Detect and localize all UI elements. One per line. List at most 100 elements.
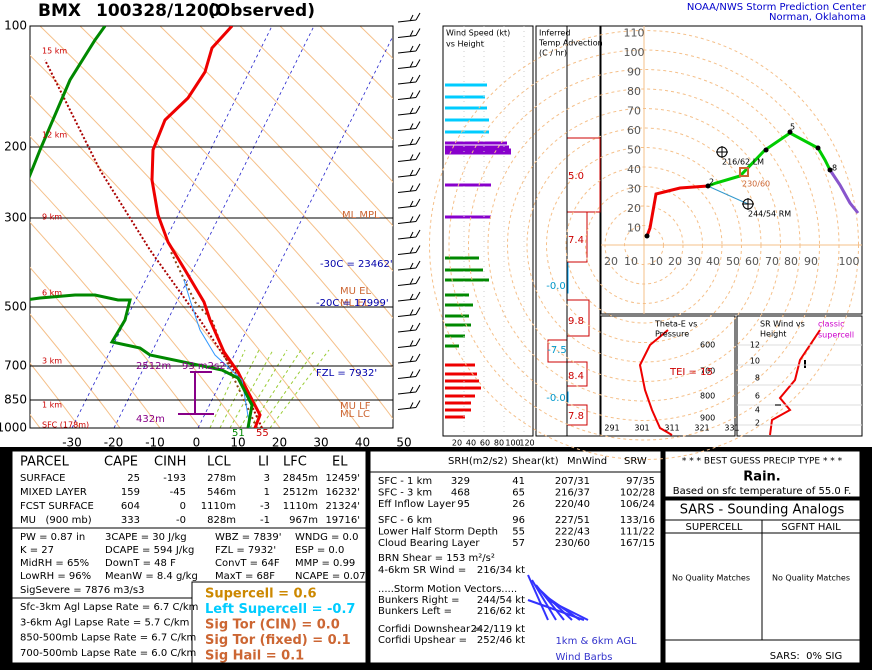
label: 100 [505,439,520,448]
label: .....Storm Motion Vectors..... [378,584,517,595]
kinematic-box [369,450,662,664]
label: Cloud Bearing Layer [378,538,480,549]
line [415,322,421,331]
line [415,384,421,393]
line [409,216,414,223]
label: 120 [519,439,534,448]
line [409,231,414,239]
hodo-point [787,129,793,135]
label: Height [760,330,786,339]
label: 96 [512,515,525,526]
label: LI [258,455,269,470]
label: 301 [634,424,649,433]
label: -3 [260,501,270,512]
label: -193 [163,473,186,484]
label: 60 [627,124,641,137]
label: 60 [745,255,759,268]
label: 321 [694,424,709,433]
line [415,214,421,222]
label: -30 [62,436,82,450]
hodo-point [815,145,821,151]
label: 26 [512,499,525,510]
line [397,221,417,224]
label: 700 [4,359,27,373]
line [409,30,414,37]
line [415,353,421,362]
line [409,355,414,363]
label: 5 [790,123,795,132]
label: MnWind [567,456,607,467]
line [397,190,417,193]
label: Corfidi Downshear = [378,624,482,635]
label: 300 [4,211,27,225]
line [397,66,417,69]
label: 2 [709,178,714,187]
line [415,369,421,377]
trace [828,169,860,214]
label: 900 [700,414,715,423]
label: 40 [466,439,476,448]
line [409,371,414,378]
label: SFC - 1 km [378,476,432,487]
label: 50 [726,255,740,268]
thetae-frame [600,315,736,437]
label: supercell [818,331,854,340]
label: MidRH = 65% [20,558,89,569]
label: 3CAPE = 30 J/kg [105,532,187,543]
line [409,92,414,99]
label: 1110m [283,501,318,512]
label: 4-6km SR Wind = [378,565,466,576]
line [409,185,414,192]
label: 50 [396,436,411,450]
label: 20 [272,436,287,450]
label: 95 [457,499,470,510]
label: 30 [687,255,701,268]
label: PARCEL [20,455,70,470]
label: TEI = 15 [669,367,713,378]
label: 50 [627,144,641,157]
mean-wind [739,167,749,177]
label: 30 [627,183,641,196]
label: 546m [207,487,236,498]
line [409,262,414,270]
label: 850 [4,393,27,407]
label: 230/60 [555,538,590,549]
label: 0 [193,436,201,450]
label: MU EL [340,286,371,297]
label: ConvT = 64F [215,558,280,569]
label: NOAA/NWS Storm Prediction Center [687,2,867,13]
line [397,329,417,333]
line [415,338,421,346]
label: LFC [283,455,307,470]
label: LCL [207,455,231,470]
label: 7.4 [568,235,584,246]
label: 70 [627,105,641,118]
dry-adiabat [30,54,361,428]
label: 6 [755,392,760,401]
label: 15 km [42,47,67,56]
label: SGFNT HAIL [781,522,841,533]
line [409,386,414,394]
label: 1 km [42,401,62,410]
label: -0.0 [546,393,566,404]
composite-box [191,581,367,664]
label: 100328/1200 [96,1,221,21]
label: No Quality Matches [672,574,750,583]
label: ML LC [340,409,370,420]
label: 12 [750,341,760,350]
label: SARS: 0% SIG [770,651,843,662]
line [397,345,417,348]
line [397,35,417,38]
label: -20 [104,436,124,450]
label: 8 [755,374,760,383]
line [409,154,414,161]
virtual-temp [169,249,258,428]
line [531,579,557,621]
line [397,159,417,162]
decorations [30,12,862,621]
label: 311 [664,424,679,433]
label: MIXED LAYER [20,487,87,498]
trace [645,184,709,237]
line [415,183,421,191]
